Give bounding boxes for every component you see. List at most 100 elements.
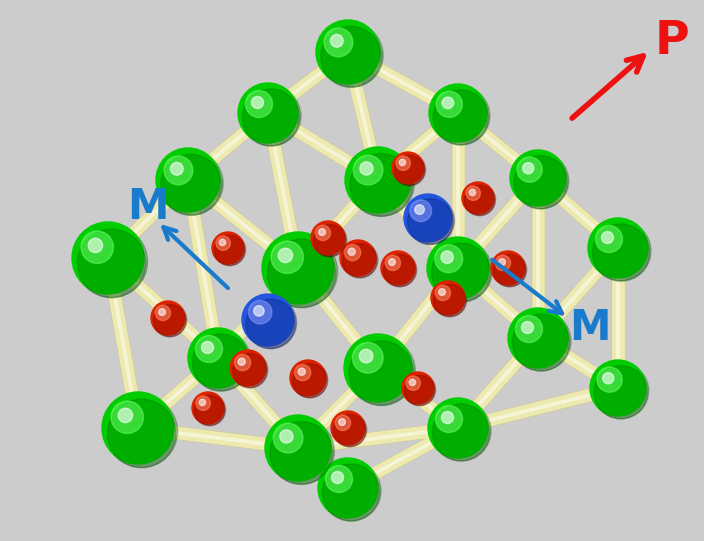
Text: M: M xyxy=(570,307,611,349)
Circle shape xyxy=(408,199,453,245)
Circle shape xyxy=(108,399,176,467)
Circle shape xyxy=(311,221,345,255)
Circle shape xyxy=(238,358,245,365)
Circle shape xyxy=(513,153,569,209)
Circle shape xyxy=(428,398,488,458)
Circle shape xyxy=(291,362,328,398)
Circle shape xyxy=(522,163,534,174)
Circle shape xyxy=(233,354,267,388)
Circle shape xyxy=(232,352,268,388)
Circle shape xyxy=(253,306,264,316)
Circle shape xyxy=(340,240,376,276)
Circle shape xyxy=(339,419,346,425)
Circle shape xyxy=(322,464,379,521)
Circle shape xyxy=(324,28,353,57)
Circle shape xyxy=(469,189,476,196)
Circle shape xyxy=(441,251,453,263)
Circle shape xyxy=(153,305,186,337)
Circle shape xyxy=(353,155,383,185)
Circle shape xyxy=(234,354,251,371)
Circle shape xyxy=(213,234,246,266)
Circle shape xyxy=(238,83,298,143)
Circle shape xyxy=(514,156,567,209)
Circle shape xyxy=(319,23,383,87)
Circle shape xyxy=(321,461,381,521)
Circle shape xyxy=(268,418,334,484)
Circle shape xyxy=(344,245,360,261)
Circle shape xyxy=(330,35,344,47)
Circle shape xyxy=(196,335,222,362)
Circle shape xyxy=(510,150,566,206)
Circle shape xyxy=(350,154,413,216)
Circle shape xyxy=(194,395,225,426)
Circle shape xyxy=(265,235,338,308)
Circle shape xyxy=(441,412,453,424)
Circle shape xyxy=(196,396,210,411)
Circle shape xyxy=(434,90,489,145)
Circle shape xyxy=(294,365,310,381)
Circle shape xyxy=(590,360,646,416)
Circle shape xyxy=(593,224,650,281)
Circle shape xyxy=(464,183,496,216)
Circle shape xyxy=(219,239,225,246)
Circle shape xyxy=(495,255,510,270)
Circle shape xyxy=(156,305,170,321)
Circle shape xyxy=(402,372,434,404)
Circle shape xyxy=(151,301,185,335)
Circle shape xyxy=(597,367,622,392)
Circle shape xyxy=(436,91,463,117)
Circle shape xyxy=(432,87,490,145)
Circle shape xyxy=(515,315,543,342)
Circle shape xyxy=(191,331,251,391)
Circle shape xyxy=(246,299,295,348)
Circle shape xyxy=(394,155,425,186)
Circle shape xyxy=(342,242,378,278)
Circle shape xyxy=(434,285,466,316)
Circle shape xyxy=(102,392,174,464)
Circle shape xyxy=(278,248,293,262)
Circle shape xyxy=(430,240,492,302)
Circle shape xyxy=(164,156,193,185)
Circle shape xyxy=(601,232,613,243)
Circle shape xyxy=(156,148,220,212)
Circle shape xyxy=(406,196,454,245)
Circle shape xyxy=(332,472,344,484)
Circle shape xyxy=(594,366,648,419)
Circle shape xyxy=(251,96,263,109)
Circle shape xyxy=(201,341,213,353)
Circle shape xyxy=(319,229,325,235)
Circle shape xyxy=(399,159,406,166)
Circle shape xyxy=(246,90,272,117)
Circle shape xyxy=(249,300,272,324)
Circle shape xyxy=(215,235,245,266)
Text: P: P xyxy=(655,19,689,64)
Circle shape xyxy=(427,237,489,299)
Circle shape xyxy=(333,413,367,447)
Circle shape xyxy=(298,368,306,375)
Circle shape xyxy=(348,150,414,216)
Circle shape xyxy=(588,218,648,278)
Circle shape xyxy=(347,338,415,405)
Circle shape xyxy=(383,253,417,287)
Circle shape xyxy=(394,154,426,186)
Circle shape xyxy=(410,200,432,222)
Circle shape xyxy=(188,328,248,388)
Circle shape xyxy=(344,334,412,402)
Circle shape xyxy=(431,401,491,461)
Circle shape xyxy=(170,162,183,175)
Circle shape xyxy=(349,341,414,405)
Circle shape xyxy=(522,321,534,333)
Circle shape xyxy=(315,225,331,241)
Circle shape xyxy=(242,294,294,346)
Circle shape xyxy=(436,406,463,432)
Circle shape xyxy=(273,423,303,453)
Circle shape xyxy=(593,363,649,419)
Circle shape xyxy=(321,27,382,87)
Circle shape xyxy=(596,226,622,253)
Circle shape xyxy=(353,342,383,373)
Circle shape xyxy=(72,222,144,294)
Circle shape xyxy=(153,303,187,337)
Circle shape xyxy=(293,364,327,398)
Circle shape xyxy=(348,248,356,255)
Circle shape xyxy=(389,259,396,266)
